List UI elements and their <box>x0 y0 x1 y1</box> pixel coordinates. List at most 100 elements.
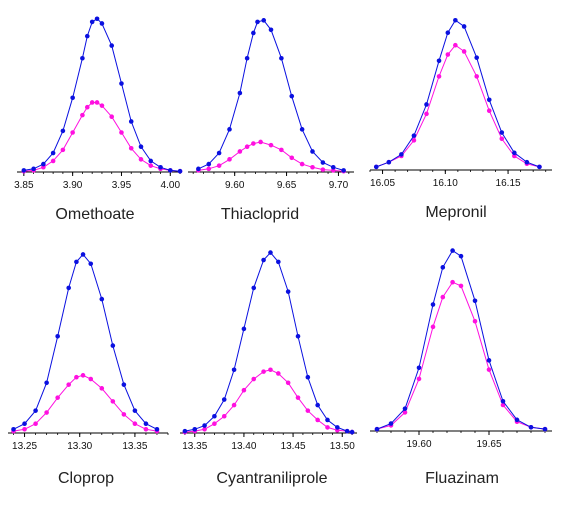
chart-panel: 16.05 16.10 16.15 Mepronil <box>369 17 552 221</box>
data-point <box>212 413 217 419</box>
data-point <box>158 164 163 170</box>
data-point <box>22 426 27 432</box>
data-point <box>416 365 422 371</box>
data-point <box>305 408 311 413</box>
data-point <box>251 141 256 146</box>
data-point <box>66 382 71 387</box>
series-line <box>376 19 540 168</box>
data-point <box>89 19 95 25</box>
data-point <box>411 138 417 143</box>
data-point <box>295 333 301 339</box>
data-point <box>192 426 198 432</box>
data-point <box>436 58 442 64</box>
data-point <box>268 27 274 33</box>
data-point <box>261 257 266 263</box>
data-point <box>325 425 330 430</box>
panel-title: Fluazinam <box>425 470 499 487</box>
x-tick-label: 13.45 <box>281 441 306 452</box>
data-point <box>315 402 320 408</box>
data-point <box>99 21 105 26</box>
x-tick-label: 16.10 <box>433 178 458 189</box>
data-point <box>70 130 75 135</box>
panel-title: Mepronil <box>425 204 486 221</box>
data-point <box>206 161 212 167</box>
data-point <box>132 421 138 427</box>
data-point <box>474 74 479 79</box>
data-point <box>50 150 56 156</box>
data-point <box>216 163 222 168</box>
data-point <box>289 93 295 99</box>
data-point <box>524 159 530 165</box>
data-point <box>486 358 492 363</box>
data-point <box>251 285 257 291</box>
data-point <box>289 155 295 161</box>
data-point <box>373 164 379 170</box>
data-point <box>138 157 144 162</box>
data-point <box>500 398 506 404</box>
data-point <box>402 406 408 411</box>
data-point <box>430 302 436 307</box>
data-point <box>430 324 436 330</box>
data-point <box>251 376 257 382</box>
panel-title: Cyantraniliprole <box>216 470 327 487</box>
data-point <box>285 380 291 386</box>
data-point <box>148 163 154 168</box>
data-point <box>386 159 392 165</box>
data-point <box>244 55 250 61</box>
data-point <box>138 144 144 150</box>
series-line <box>376 249 546 430</box>
data-point <box>143 426 149 432</box>
data-point <box>60 147 66 153</box>
data-point <box>285 289 291 294</box>
data-point <box>295 395 301 400</box>
data-point <box>276 259 281 265</box>
data-point <box>94 100 100 105</box>
data-point <box>461 24 467 29</box>
data-point <box>486 108 492 114</box>
data-point <box>237 90 243 96</box>
data-point <box>21 168 27 173</box>
chart-panel: 13.25 13.30 13.35 Cloprop <box>8 252 169 487</box>
data-point <box>119 130 124 135</box>
series-line <box>184 251 353 433</box>
data-point <box>41 164 46 170</box>
data-point <box>80 252 86 257</box>
data-point <box>424 111 429 117</box>
data-point <box>251 30 256 36</box>
data-point <box>315 417 320 423</box>
data-point <box>320 160 326 165</box>
data-point <box>94 16 100 22</box>
data-point <box>472 298 478 304</box>
data-point <box>128 146 134 151</box>
data-point <box>227 157 232 162</box>
data-point <box>537 164 542 170</box>
data-point <box>276 371 281 376</box>
data-point <box>221 413 227 419</box>
data-point <box>241 326 247 332</box>
data-point <box>335 425 340 430</box>
series-line <box>198 19 344 171</box>
data-point <box>227 127 232 132</box>
data-point <box>299 127 305 132</box>
x-tick-label: 13.30 <box>67 441 92 452</box>
x-tick-label: 16.05 <box>370 178 395 189</box>
chart-panel: 9.60 9.65 9.70 Thiacloprid <box>188 18 354 223</box>
data-point <box>182 428 188 434</box>
data-point <box>80 112 85 118</box>
data-point <box>310 149 315 154</box>
data-point <box>244 144 250 150</box>
series-line <box>376 281 546 430</box>
data-point <box>55 395 60 400</box>
data-point <box>132 408 138 413</box>
data-point <box>110 343 116 348</box>
chart-panel: 19.60 19.65 Fluazinam <box>370 248 552 487</box>
x-tick-label: 3.95 <box>112 180 132 191</box>
data-point <box>41 161 46 167</box>
data-point <box>70 95 75 101</box>
data-point <box>206 166 212 172</box>
panel-title: Omethoate <box>55 206 134 223</box>
data-point <box>31 166 36 172</box>
data-point <box>310 164 315 170</box>
chart-panel: 13.35 13.40 13.45 13.50 Cyantraniliprole <box>180 250 357 487</box>
x-tick-label: 3.90 <box>63 180 83 191</box>
